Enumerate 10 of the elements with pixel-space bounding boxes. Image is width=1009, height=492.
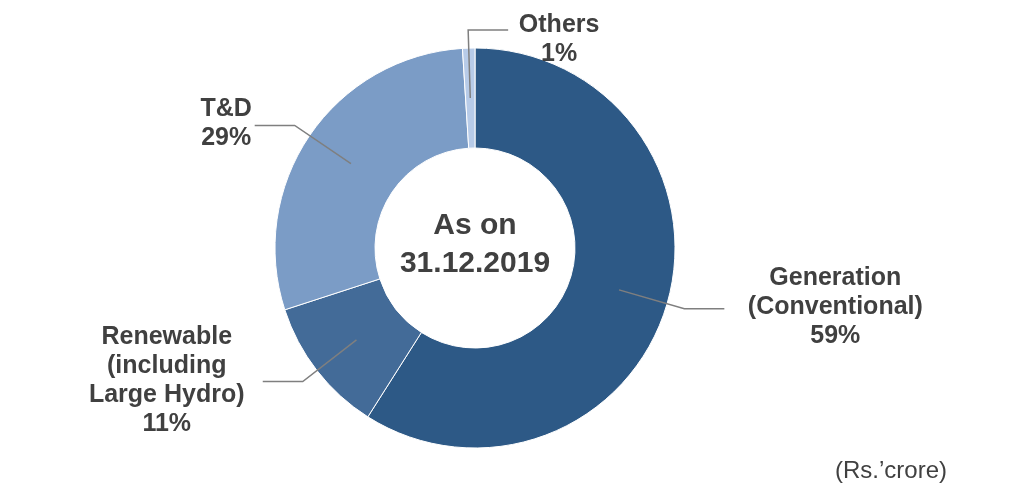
text: As on 31.12.2019 <box>399 207 551 278</box>
data-label: 1% <box>541 38 578 66</box>
data-label: 59% <box>810 320 861 349</box>
slice-label: Generation (Conventional) <box>747 262 923 320</box>
slice-label: T&D <box>200 93 252 122</box>
data-label: 11% <box>142 407 192 436</box>
text: (Rs.’crore) <box>835 456 947 484</box>
slice-label: Renewable (including Large Hydro) <box>88 320 245 407</box>
data-label: 29% <box>201 122 252 151</box>
slice-label: Others <box>518 9 600 37</box>
